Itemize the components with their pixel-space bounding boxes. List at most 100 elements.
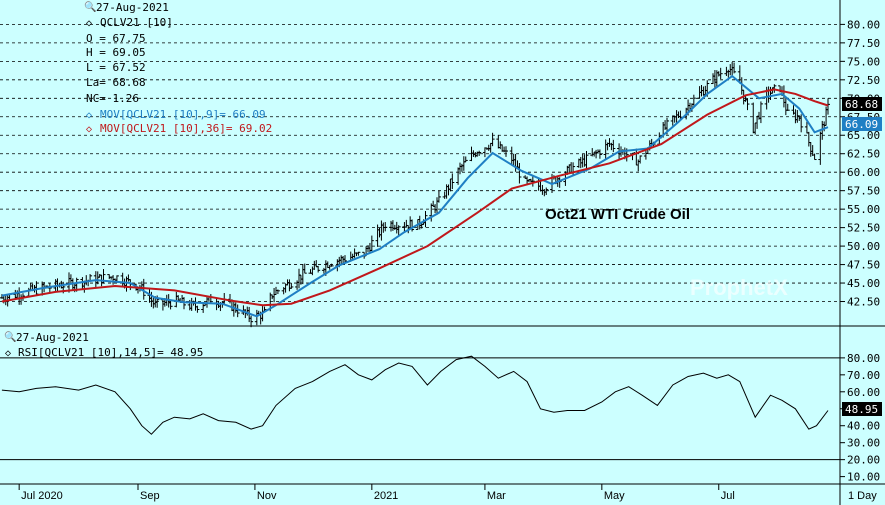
price-legend: 🔍 27-Aug-2021 ◇ QCLV21 [10] O = 67.75 H … — [84, 0, 272, 135]
net-change-value: NC= 1.26 — [86, 92, 139, 105]
ohlc-bar — [477, 150, 482, 156]
ohlc-bar — [410, 219, 415, 232]
ohlc-bar — [141, 278, 146, 300]
rsi-tick-label: 30.00 — [847, 437, 880, 450]
x-tick-label: Mar — [487, 490, 506, 502]
ohlc-bar — [785, 103, 790, 111]
ohlc-bar — [584, 150, 589, 172]
ma-short-label: MOV[QCLV21 [10],9]= 66.09 — [100, 108, 266, 121]
x-axis: Jul 2020 Sep Nov 2021 Mar May Jul — [18, 484, 735, 502]
rsi-line — [1, 355, 829, 435]
ma-long-label: MOV[QCLV21 [10],36]= 69.02 — [100, 122, 272, 135]
last-price-tag — [842, 97, 882, 111]
rsi-grid — [0, 357, 840, 461]
rsi-tick-label: 10.00 — [847, 471, 880, 484]
rsi-date: 27-Aug-2021 — [16, 331, 89, 344]
ohlc-bar — [812, 153, 817, 161]
price-tick-label: 65.00 — [847, 129, 880, 142]
high-value: H = 69.05 — [86, 46, 146, 59]
price-tick-label: 42.50 — [847, 296, 880, 309]
x-tick-label: Jul 2020 — [21, 490, 63, 502]
ohlc-bar — [302, 263, 307, 274]
ohlc-bar — [517, 162, 522, 184]
rsi-series-line — [1, 355, 829, 435]
rsi-last-tag-text: 48.95 — [845, 403, 878, 416]
price-tick-label: 55.00 — [847, 203, 880, 216]
price-tick-label: 62.50 — [847, 148, 880, 161]
x-tick-label: May — [604, 490, 625, 502]
ohlc-bar — [329, 263, 334, 267]
ma-short-diamond-icon: ◇ — [86, 110, 92, 121]
zoom-icon[interactable]: 🔍 — [84, 0, 96, 13]
moving-averages — [1, 74, 829, 318]
ohlc-bar — [195, 305, 200, 313]
price-tick-label: 45.00 — [847, 277, 880, 290]
ohlc-bar — [638, 155, 643, 164]
ma-long-line — [1, 88, 829, 307]
price-tick-label: 60.00 — [847, 166, 880, 179]
ohlc-bar — [450, 173, 455, 190]
open-value: O = 67.75 — [86, 32, 146, 45]
last-price-tag-text: 68.68 — [845, 98, 878, 111]
ohlc-bar — [597, 149, 602, 159]
price-tick-label: 52.50 — [847, 222, 880, 235]
chart-title: Oct21 WTI Crude Oil — [545, 206, 690, 223]
rsi-tick-label: 70.00 — [847, 369, 880, 382]
ohlc-bar — [718, 67, 723, 79]
rsi-tick-label: 20.00 — [847, 454, 880, 467]
ohlc-bar — [732, 62, 737, 74]
ohlc-bar — [423, 210, 428, 228]
last-value: La= 68.68 — [86, 76, 146, 89]
ohlc-bar — [799, 114, 804, 133]
ohlc-bar — [758, 101, 763, 124]
rsi-label: RSI[QCLV21 [10],14,5]= 48.95 — [18, 346, 203, 359]
x-tick-label: Nov — [257, 490, 277, 502]
price-tick-label: 47.50 — [847, 259, 880, 272]
rsi-tick-label: 60.00 — [847, 386, 880, 399]
ma-long-diamond-icon: ◇ — [86, 124, 92, 135]
price-tick-label: 77.50 — [847, 37, 880, 50]
ma-short-line — [1, 74, 829, 318]
x-tick-label: Jul — [721, 490, 735, 502]
price-date: 27-Aug-2021 — [96, 1, 169, 14]
rsi-tick-label: 40.00 — [847, 420, 880, 433]
ohlc-bar — [691, 94, 696, 106]
symbol-label: QCLV21 [10] — [100, 16, 173, 29]
rsi-tick-label: 80.00 — [847, 352, 880, 365]
rsi-diamond-icon: ◇ — [5, 348, 11, 359]
ohlc-bar — [436, 190, 441, 203]
x-tick-label: Sep — [140, 490, 160, 502]
last-ma-tag-text: 66.09 — [845, 118, 878, 131]
price-tick-label: 72.50 — [847, 74, 880, 87]
ohlc-bar — [463, 156, 468, 163]
ohlc-bar — [826, 98, 830, 115]
ohlc-bar — [168, 300, 173, 310]
ohlc-bar — [316, 265, 321, 273]
x-tick-label: 2021 — [374, 490, 398, 502]
ohlc-bar — [235, 304, 240, 318]
prophetx-watermark: ProphetX — [690, 275, 788, 300]
ohlc-bar — [249, 315, 254, 328]
price-panel-frame — [0, 13, 840, 325]
ohlc-bar — [530, 175, 535, 187]
ohlc-bar — [383, 222, 388, 232]
ohlc-bar — [396, 225, 401, 236]
ohlc-bar — [289, 282, 294, 289]
price-tick-label: 75.00 — [847, 55, 880, 68]
symbol-diamond-icon: ◇ — [86, 18, 92, 29]
ohlc-bar — [490, 132, 495, 147]
price-axis: 80.0077.5075.0072.5070.0067.5065.0062.50… — [840, 18, 880, 309]
low-value: L = 67.52 — [86, 61, 146, 74]
ohlc-bar — [356, 251, 361, 256]
last-ma-tag — [842, 117, 882, 131]
price-grid — [0, 23, 840, 302]
ohlc-bar — [544, 187, 549, 195]
rsi-zoom-icon[interactable]: 🔍 — [4, 330, 16, 343]
ohlc-bar — [369, 235, 374, 251]
price-tick-label: 50.00 — [847, 240, 880, 253]
ohlc-bar — [745, 98, 750, 111]
interval-label[interactable]: 1 Day — [848, 490, 877, 502]
rsi-last-tag — [842, 402, 882, 416]
